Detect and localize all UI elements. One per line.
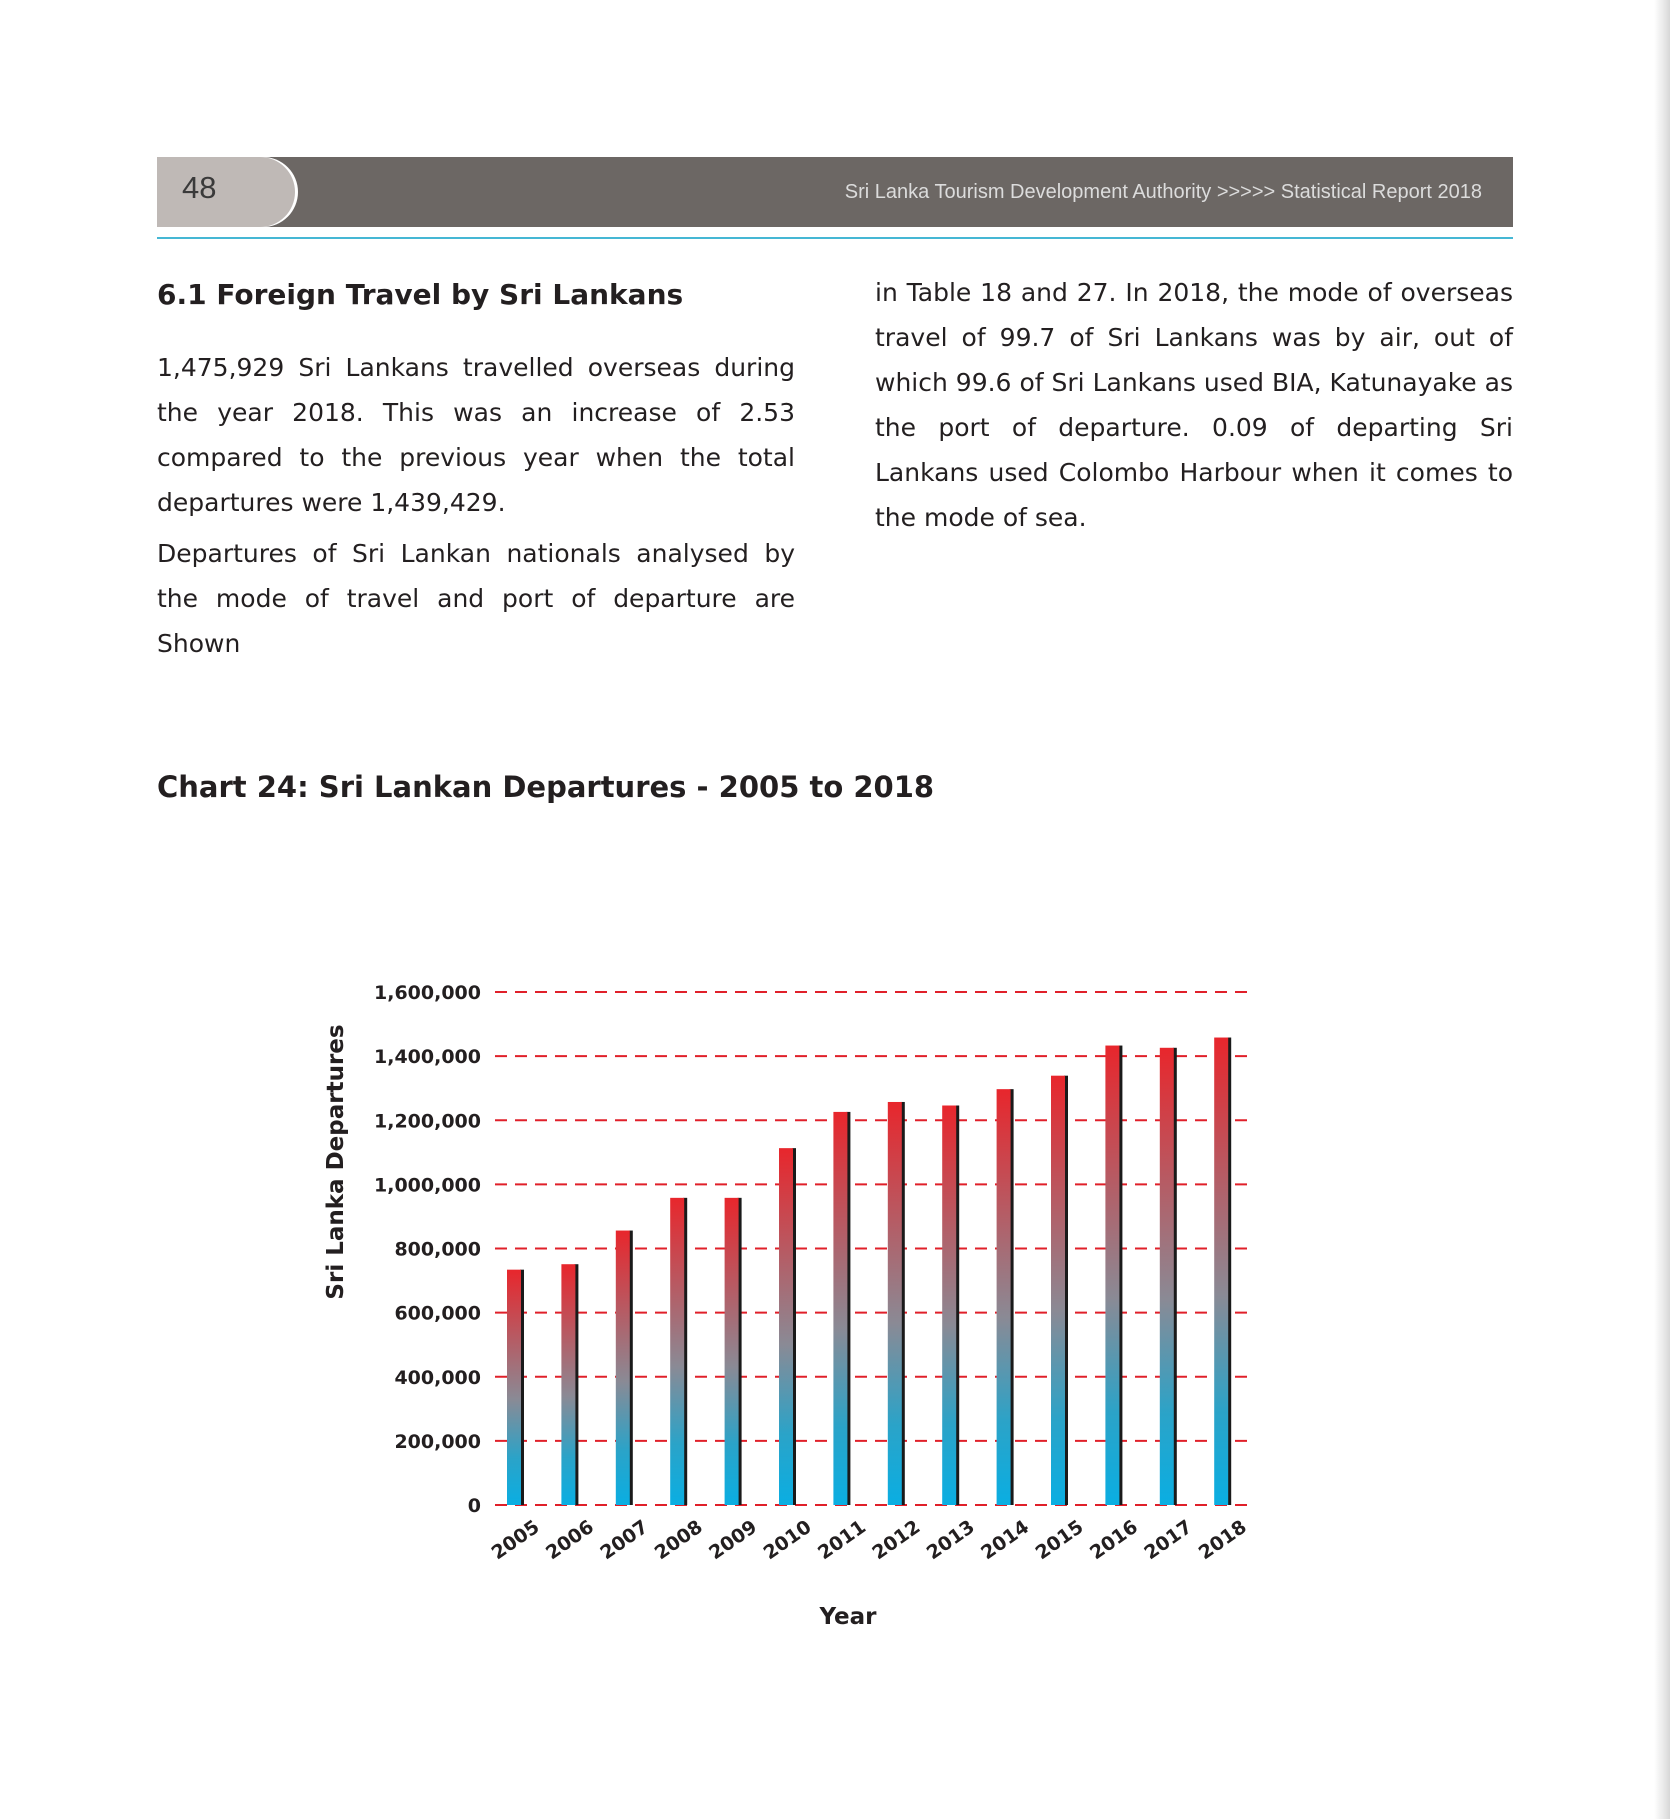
bar-edge <box>1227 1037 1232 1505</box>
bar-2015 <box>1051 1075 1065 1505</box>
x-tick-label: 2007 <box>596 1516 652 1564</box>
bar-edge <box>1172 1047 1177 1505</box>
x-tick-label: 2014 <box>977 1516 1033 1564</box>
y-tick-label: 400,000 <box>394 1367 481 1389</box>
y-tick-label: 1,400,000 <box>374 1046 481 1068</box>
y-tick-label: 200,000 <box>394 1431 481 1453</box>
bar-2014 <box>996 1089 1011 1505</box>
bar-edge <box>737 1197 742 1505</box>
x-tick-label: 2011 <box>814 1516 870 1564</box>
bar-2007 <box>615 1230 630 1505</box>
bar-2011 <box>833 1111 848 1505</box>
y-tick-label: 0 <box>468 1495 481 1517</box>
page-number: 48 <box>182 170 217 205</box>
page-number-tab <box>157 157 295 227</box>
bar-edge <box>520 1269 524 1505</box>
y-tick-label: 1,600,000 <box>374 982 481 1004</box>
x-tick-label: 2013 <box>923 1516 979 1564</box>
paragraph-departures-total: 1,475,929 Sri Lankans travelled overseas… <box>157 353 795 517</box>
y-axis-title: Sri Lanka Departures <box>323 1024 349 1299</box>
x-tick-label: 2010 <box>760 1516 816 1564</box>
bar-2010 <box>779 1148 793 1505</box>
text-column-left: 6.1 Foreign Travel by Sri Lankans 1,475,… <box>157 270 795 672</box>
x-tick-label: 2015 <box>1032 1516 1088 1564</box>
x-axis-title: Year <box>818 1604 877 1630</box>
bar-edge <box>1009 1089 1014 1505</box>
chart-title: Chart 24: Sri Lankan Departures - 2005 t… <box>157 770 935 804</box>
bar-2009 <box>724 1197 739 1505</box>
bar-2005 <box>507 1269 521 1505</box>
bar-edge <box>955 1105 960 1505</box>
x-tick-label: 2018 <box>1195 1516 1251 1564</box>
paragraph-mode-of-travel-end: in Table 18 and 27. In 2018, the mode of… <box>875 278 1513 532</box>
bar-edge <box>846 1111 851 1505</box>
x-tick-labels: 2005200620072008200920102011201220132014… <box>488 1516 1251 1564</box>
x-tick-label: 2009 <box>705 1516 761 1564</box>
bar-2006 <box>561 1264 576 1505</box>
bar-edge <box>1064 1075 1068 1505</box>
bar-2013 <box>942 1105 957 1505</box>
bar-2012 <box>887 1101 902 1505</box>
y-tick-label: 800,000 <box>394 1239 481 1261</box>
y-tick-label: 1,000,000 <box>374 1174 481 1196</box>
x-tick-label: 2017 <box>1140 1516 1196 1564</box>
header-title: Sri Lanka Tourism Development Authority … <box>844 181 1482 203</box>
x-tick-label: 2006 <box>542 1516 598 1564</box>
bar-2008 <box>670 1197 685 1505</box>
bar-edge <box>792 1148 796 1505</box>
header-divider <box>157 237 1513 239</box>
grid-lines <box>495 991 1248 1506</box>
x-tick-label: 2008 <box>651 1516 707 1564</box>
text-column-right: in Table 18 and 27. In 2018, the mode of… <box>875 270 1513 546</box>
x-tick-label: 2016 <box>1086 1516 1142 1564</box>
bar-edge <box>574 1264 579 1505</box>
bar-2018 <box>1214 1037 1229 1505</box>
page-edge-shadow <box>1654 0 1670 1819</box>
paragraph-mode-of-travel-start: Departures of Sri Lankan nationals analy… <box>157 539 795 658</box>
x-tick-label: 2012 <box>868 1516 924 1564</box>
bar-edge <box>628 1230 633 1505</box>
header-bar <box>157 157 1513 227</box>
y-tick-label: 600,000 <box>394 1303 481 1325</box>
bar-2016 <box>1105 1045 1120 1505</box>
x-tick-label: 2005 <box>488 1516 544 1564</box>
section-heading: 6.1 Foreign Travel by Sri Lankans <box>157 278 684 311</box>
bar-2017 <box>1159 1047 1174 1505</box>
bar-edge <box>900 1101 905 1505</box>
y-tick-labels: 0 200,000 400,000 600,000 800,000 1,000,000 1,… <box>374 982 481 1517</box>
bars <box>507 1037 1232 1505</box>
y-tick-label: 1,200,000 <box>374 1110 481 1132</box>
bar-edge <box>683 1197 688 1505</box>
bar-edge <box>1118 1045 1123 1505</box>
